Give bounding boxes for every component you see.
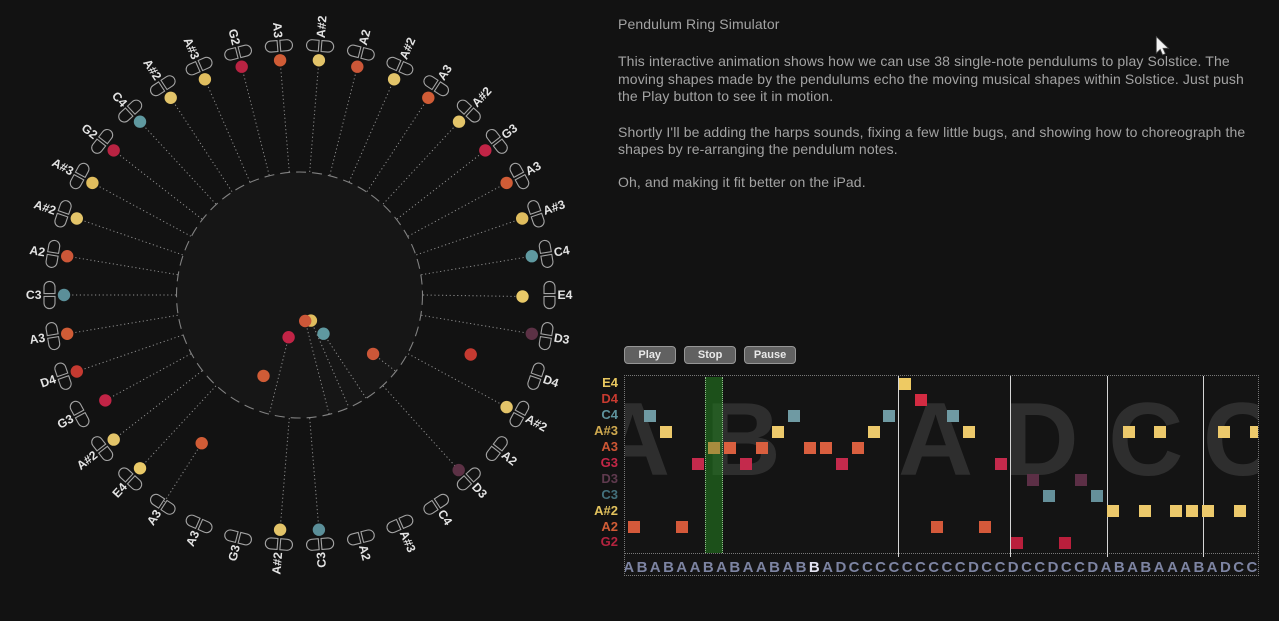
svg-text:C3: C3 [314,551,329,568]
svg-text:A3: A3 [183,528,202,548]
svg-text:G2: G2 [225,27,243,46]
svg-text:C4: C4 [553,243,571,259]
svg-text:A#2: A#2 [74,448,100,473]
svg-text:A#2: A#2 [140,56,164,83]
svg-text:A2: A2 [356,543,373,562]
svg-text:A2: A2 [28,243,46,259]
svg-text:C4: C4 [109,89,130,110]
svg-text:A3: A3 [270,22,285,39]
svg-text:E4: E4 [110,480,131,501]
svg-text:D4: D4 [541,372,560,390]
svg-text:A#3: A#3 [541,197,567,218]
svg-text:D4: D4 [38,372,57,390]
svg-text:A#3: A#3 [181,35,203,61]
svg-text:D3: D3 [553,331,571,347]
svg-text:E4: E4 [558,288,573,302]
svg-text:A#2: A#2 [469,84,495,110]
svg-text:A#3: A#3 [50,155,77,178]
svg-text:C3: C3 [26,288,42,302]
svg-text:D3: D3 [469,480,490,501]
svg-text:A#2: A#2 [523,412,550,435]
svg-text:A3: A3 [28,331,46,347]
svg-text:A3: A3 [523,159,544,179]
svg-text:A#3: A#3 [397,528,419,554]
svg-text:A2: A2 [356,28,373,47]
svg-text:A#2: A#2 [314,15,330,39]
svg-text:A#2: A#2 [269,551,285,575]
svg-text:A#2: A#2 [32,197,58,218]
svg-text:G3: G3 [55,412,76,432]
svg-text:A#2: A#2 [397,35,419,61]
svg-text:G3: G3 [225,543,243,562]
